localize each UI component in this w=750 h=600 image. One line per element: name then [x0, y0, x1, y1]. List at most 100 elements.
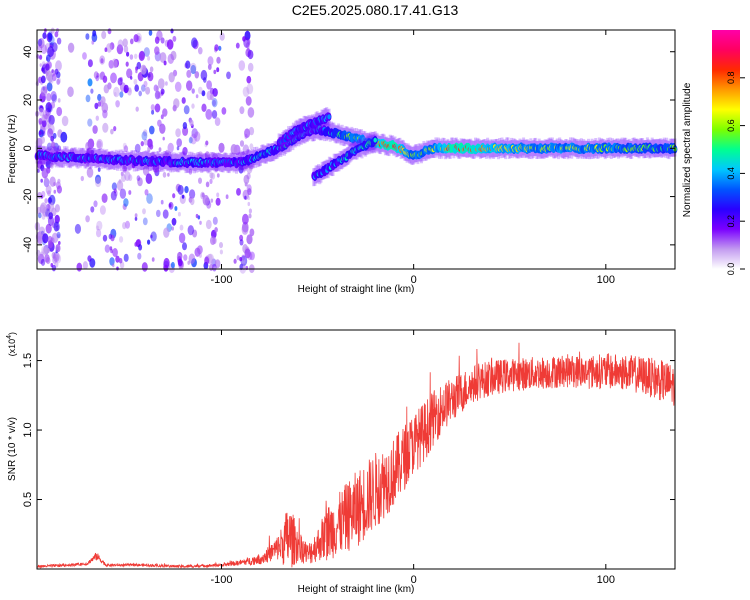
colorbar-gradient	[712, 30, 740, 269]
spectrogram-noise-cell	[44, 198, 48, 204]
spectrogram-noise-cell	[37, 44, 42, 52]
spectrogram-noise-cell	[241, 257, 246, 265]
spectrogram-noise-cell	[74, 223, 81, 234]
spectrogram-noise-cell	[110, 128, 114, 135]
spectrogram-noise-cell	[141, 131, 148, 141]
spectrogram-noise-cell	[55, 244, 61, 253]
spectrogram-noise-cell	[182, 126, 189, 136]
spectrogram-noise-cell	[99, 205, 106, 215]
spectrogram-noise-cell	[54, 68, 59, 75]
spectrogram-noise-cell	[158, 147, 162, 152]
spectrogram-noise-cell	[248, 126, 255, 136]
spectrogram-noise-cell	[214, 259, 221, 269]
spectrogram-noise-cell	[38, 130, 42, 136]
spectrogram-noise-cell	[133, 34, 139, 43]
spectrogram-noise-cell	[186, 80, 193, 91]
spectrogram-noise-cell	[213, 69, 217, 75]
spectrogram-noise-cell	[47, 46, 54, 58]
spectrogram-noise-cell	[130, 38, 134, 45]
spectrogram-noise-cell	[247, 201, 251, 207]
spectrogram-noise-cell	[116, 44, 124, 55]
spectrogram-noise-cell	[134, 53, 138, 59]
spectrogram-noise-cell	[149, 143, 154, 150]
spectrogram-xticks: -100 0 100	[210, 30, 615, 286]
spectrogram-noise-cell	[51, 73, 57, 82]
spectrogram-panel: -40 -20 0 20 40 -100 0 100 Height of straight …	[7, 27, 678, 295]
spectrogram-noise-cell	[97, 93, 102, 102]
snr-yticks: 0.5 1.0 1.5	[22, 353, 675, 507]
spectrogram-noise-cell	[209, 178, 213, 184]
spectrogram-noise-cell	[211, 110, 218, 119]
spectrogram-noise-cell	[226, 71, 231, 80]
spectrogram-noise-cell	[86, 167, 94, 178]
spectrogram-noise-cell	[186, 69, 192, 78]
snr-scale-label: (x104)	[6, 332, 17, 356]
colorbar-tick-label: 0.2	[726, 215, 736, 228]
spectrogram-noise-cell	[154, 90, 161, 100]
spectrogram-noise-cell	[40, 258, 46, 266]
spectrogram-noise-cell	[200, 69, 208, 81]
spectrogram-noise-cell	[170, 28, 174, 34]
spectrogram-noise-cell	[246, 83, 254, 95]
spectrogram-noise-cell	[97, 167, 101, 172]
spectrogram-noise-cell	[54, 162, 58, 168]
spectrogram-noise-cell	[45, 256, 51, 265]
spectrogram-noise-cell	[118, 257, 123, 264]
spectrogram-noise-cell	[159, 123, 166, 134]
spectrogram-noise-cell	[191, 103, 195, 109]
spectrogram-noise-cell	[239, 257, 243, 262]
spectrogram-noise-cell	[179, 224, 184, 231]
spectrogram-noise-cell	[239, 140, 245, 147]
spectrogram-noise-cell	[189, 62, 197, 74]
spectrogram-noise-cell	[194, 131, 201, 142]
spectrogram-noise-cell	[172, 35, 177, 42]
snr-line	[36, 342, 676, 570]
spectrogram-noise-cell	[168, 72, 175, 83]
spectrogram-noise-cell	[85, 94, 91, 103]
spectrogram-noise-cell	[182, 242, 187, 251]
spectrogram-noise-cell	[43, 177, 50, 188]
spectrogram-noise-cell	[140, 64, 147, 75]
spectrogram-noise-cell	[54, 204, 61, 213]
spectrogram-noise-cell	[102, 234, 108, 242]
spectrogram-noise-cell	[167, 53, 174, 64]
spectrogram-noise-cell	[100, 96, 106, 105]
spectrogram-noise-cell	[49, 176, 56, 187]
spectrogram-noise-cell	[55, 253, 62, 264]
spectrogram-noise-cell	[96, 72, 100, 78]
spectrogram-noise-cell	[181, 194, 185, 199]
spectrogram-noise-cell	[55, 60, 62, 72]
spectrogram-noise-cell	[52, 132, 57, 139]
spectrogram-xlabel: Height of straight line (km)	[298, 284, 415, 295]
spectrogram-noise-cell	[67, 86, 74, 98]
spectrogram-noise-cell	[140, 141, 144, 147]
spectrogram-noise-cell	[205, 219, 212, 230]
spectrogram-noise-cell	[48, 114, 55, 126]
spectrogram-noise-cell	[249, 251, 255, 261]
spectrogram-noise-cell	[172, 193, 176, 199]
spectrogram-noise-cell	[87, 78, 93, 87]
spectrogram-noise-cell	[183, 254, 188, 261]
spectrogram-noise-cell	[141, 84, 146, 92]
spectrogram-noise-cell	[177, 184, 184, 195]
spectrogram-noise-cell	[142, 217, 148, 226]
spectrogram-noise-cell	[195, 94, 199, 99]
spectrogram-noise-cell	[137, 177, 143, 187]
spectrogram-noise-cell	[104, 47, 108, 52]
spectrogram-noise-cell	[210, 236, 216, 246]
snr-xtick-label: -100	[210, 574, 232, 586]
spectrogram-noise-cell	[47, 128, 54, 138]
svg-text:(x104): (x104)	[6, 332, 17, 356]
spectrogram-noise-cell	[122, 222, 127, 230]
spectrogram-noise-cell	[241, 254, 246, 261]
spectrogram-noise-cell	[45, 71, 49, 76]
spectrogram-noise-cell	[150, 234, 153, 239]
spectrogram-noise-cell	[167, 142, 174, 153]
spectrogram-noise-cell	[205, 140, 209, 146]
spectrogram-noise-cell	[215, 197, 221, 206]
spectrogram-noise-cell	[51, 232, 59, 243]
spectrogram-noise-cell	[45, 63, 50, 71]
spectrogram-ytick-label: 40	[22, 46, 34, 58]
spectrogram-noise-cell	[110, 190, 117, 201]
spectrogram-noise-cell	[162, 171, 167, 178]
